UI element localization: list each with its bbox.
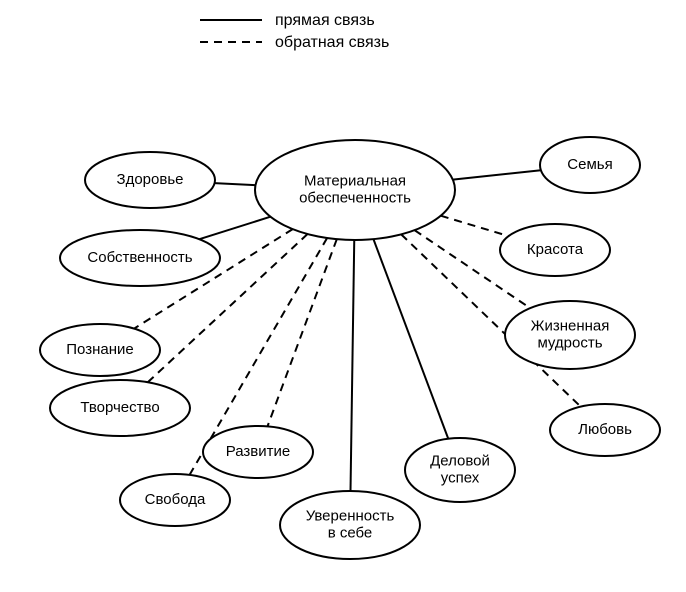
node-knowledge: Познание bbox=[40, 324, 160, 376]
node-ownership: Собственность bbox=[60, 230, 220, 286]
node-health: Здоровье bbox=[85, 152, 215, 208]
node-beauty-label: Красота bbox=[527, 241, 584, 258]
node-love-label: Любовь bbox=[578, 421, 632, 438]
node-ownership-label: Собственность bbox=[87, 249, 192, 266]
edge-confidence bbox=[351, 240, 355, 491]
node-family-label: Семья bbox=[567, 156, 612, 173]
node-confidence-label: Уверенность bbox=[306, 507, 395, 524]
node-center-label: обеспеченность bbox=[299, 189, 411, 206]
node-creativity-label: Творчество bbox=[80, 399, 159, 416]
edge-family bbox=[453, 170, 541, 179]
node-wisdom: Жизненнаямудрость bbox=[505, 301, 635, 369]
edge-beauty bbox=[441, 216, 509, 236]
node-beauty: Красота bbox=[500, 224, 610, 276]
node-wisdom-label: Жизненная bbox=[531, 317, 610, 334]
edge-ownership bbox=[199, 217, 270, 239]
nodes-layer: Материальнаяобеспеченность Здоровье Семья С… bbox=[40, 137, 660, 559]
legend-label-solid: прямая связь bbox=[275, 12, 375, 29]
node-knowledge-label: Познание bbox=[66, 341, 133, 358]
node-family: Семья bbox=[540, 137, 640, 193]
edge-growth bbox=[267, 239, 336, 426]
edge-health bbox=[215, 183, 256, 185]
node-love: Любовь bbox=[550, 404, 660, 456]
concept-map: прямая связь обратная связь Материальнаяо… bbox=[0, 0, 686, 592]
node-growth: Развитие bbox=[203, 426, 313, 478]
node-growth-label: Развитие bbox=[226, 443, 291, 460]
node-health-label: Здоровье bbox=[117, 171, 184, 188]
node-bizsuccess-label: Деловой bbox=[430, 452, 490, 469]
node-freedom-label: Свобода bbox=[145, 491, 206, 508]
legend-label-dashed: обратная связь bbox=[275, 34, 389, 51]
node-center: Материальнаяобеспеченность bbox=[255, 140, 455, 240]
node-confidence: Уверенностьв себе bbox=[280, 491, 420, 559]
node-wisdom-label: мудрость bbox=[537, 334, 602, 351]
legend: прямая связь обратная связь bbox=[200, 12, 389, 51]
node-freedom: Свобода bbox=[120, 474, 230, 526]
node-bizsuccess: Деловойуспех bbox=[405, 438, 515, 502]
node-bizsuccess-label: успех bbox=[441, 469, 480, 486]
node-creativity: Творчество bbox=[50, 380, 190, 436]
node-confidence-label: в себе bbox=[328, 524, 373, 541]
node-center-label: Материальная bbox=[304, 172, 406, 189]
